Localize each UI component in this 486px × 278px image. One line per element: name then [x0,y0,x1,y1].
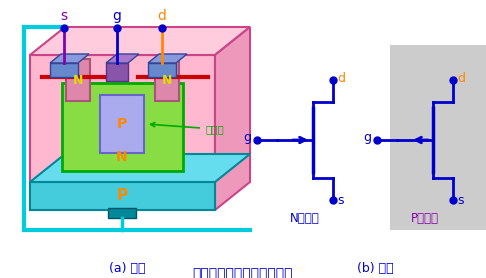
Polygon shape [215,27,250,210]
Text: P沟道管: P沟道管 [411,212,439,225]
Text: P: P [117,117,127,131]
Text: g: g [243,131,251,145]
Text: s: s [337,193,344,207]
Text: N: N [73,73,83,86]
Text: d: d [157,9,166,23]
Bar [50,63,78,77]
Polygon shape [106,54,139,63]
Bar [106,63,128,81]
Text: g: g [113,9,122,23]
Bar [108,208,136,218]
Bar [390,45,486,230]
Polygon shape [148,54,187,63]
Text: g: g [363,131,371,145]
Bar [148,63,176,77]
Text: 耗尽层: 耗尽层 [151,123,224,134]
Bar [62,83,183,171]
Text: N沟道管: N沟道管 [290,212,320,225]
Text: d: d [457,71,465,85]
Bar [30,55,215,210]
Text: s: s [457,193,464,207]
Polygon shape [30,154,250,182]
Text: N: N [162,73,172,86]
Bar [100,95,144,153]
Bar [155,59,179,101]
Bar [30,182,215,210]
Text: (a) 结构: (a) 结构 [109,262,145,274]
Polygon shape [50,54,89,63]
Text: d: d [337,71,345,85]
Text: N: N [116,150,128,164]
Text: 结型场效应管的结构和符号: 结型场效应管的结构和符号 [193,267,293,278]
Bar [66,59,90,101]
Text: (b) 符号: (b) 符号 [357,262,393,274]
Polygon shape [30,27,250,55]
Text: s: s [60,9,68,23]
Text: P: P [117,188,127,203]
